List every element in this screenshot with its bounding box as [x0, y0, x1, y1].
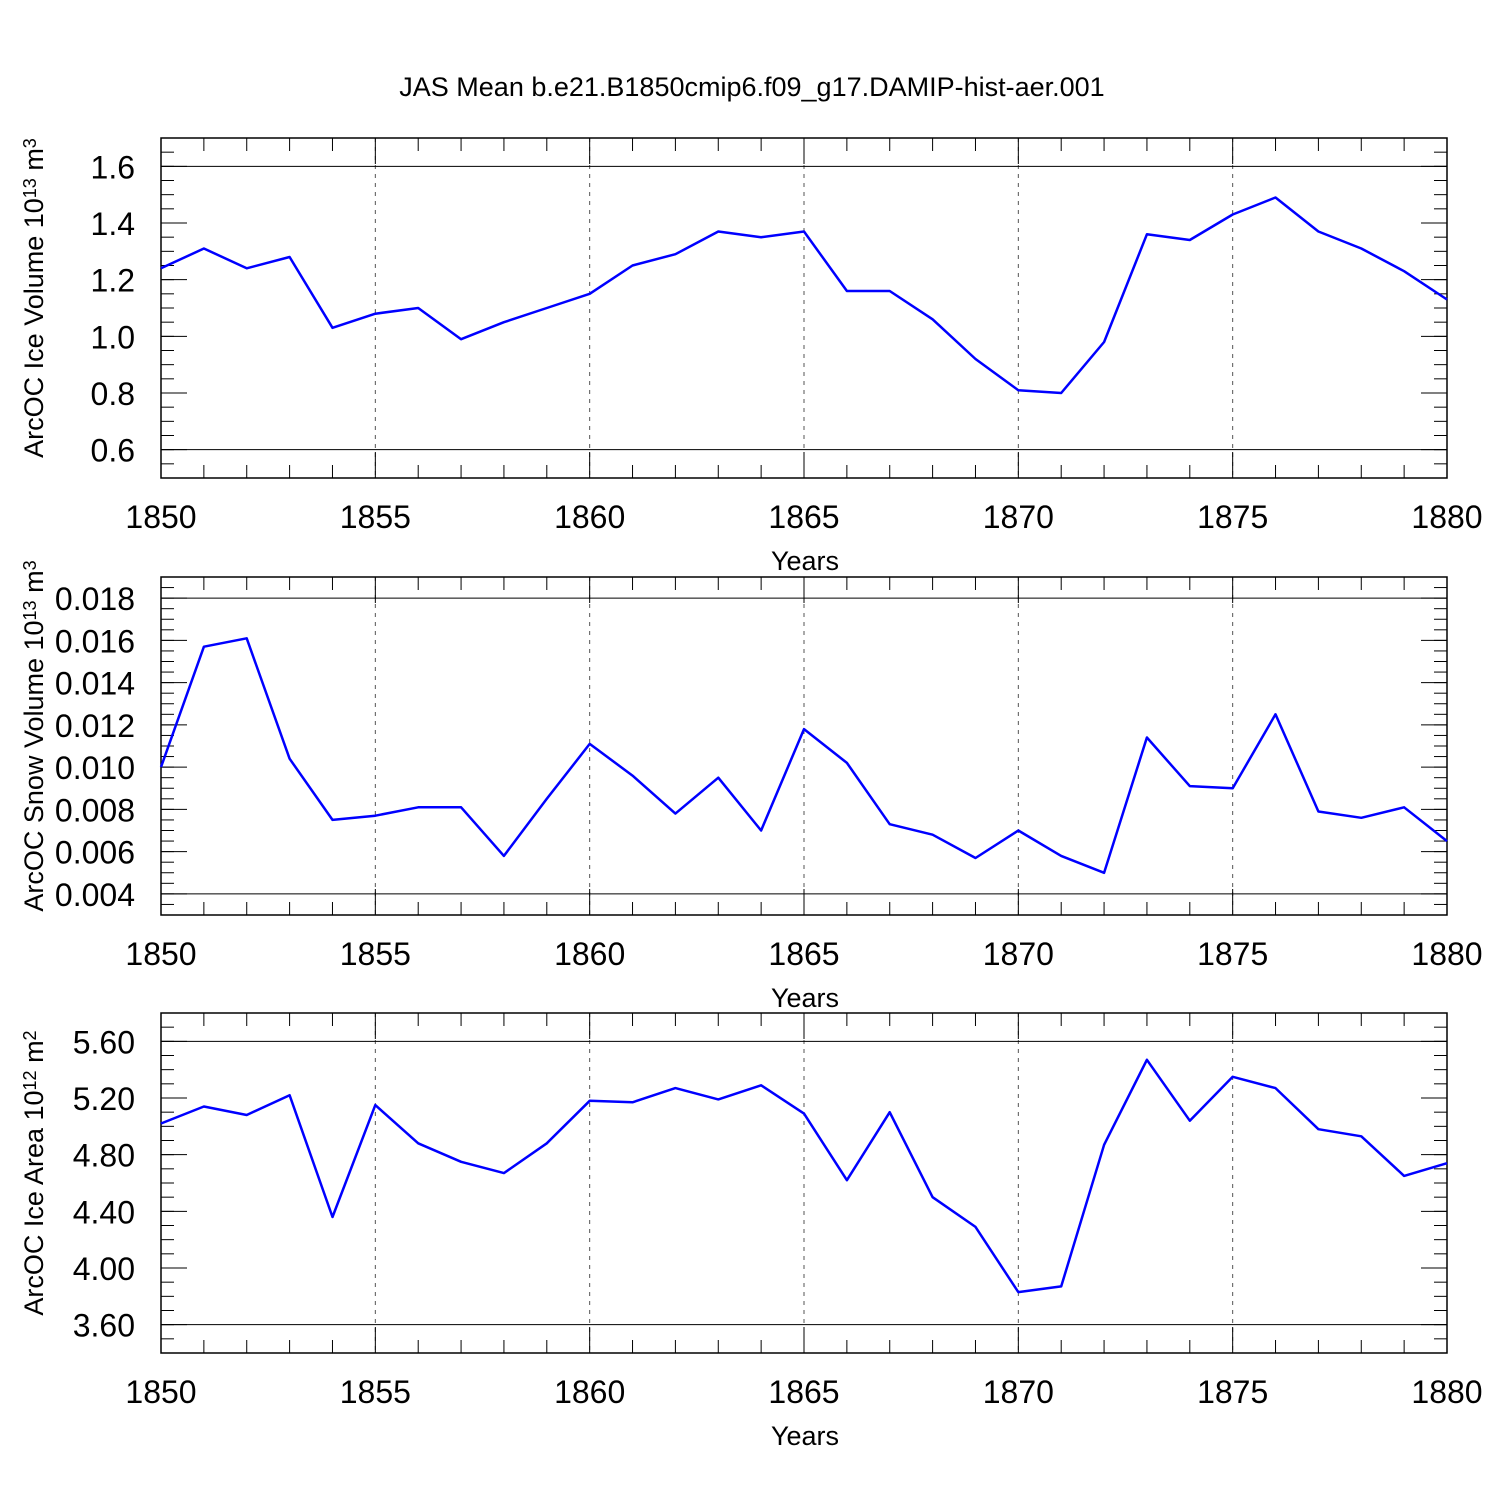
y-tick-label: 0.012 — [55, 708, 135, 744]
series-line-snow-volume — [159, 637, 1448, 875]
x-tick-label: 1870 — [983, 499, 1054, 535]
y-axis-label: ArcOC Ice Area 1012 m2 — [19, 1030, 49, 1315]
x-tick-label: 1850 — [125, 499, 196, 535]
x-tick-label: 1860 — [554, 1374, 625, 1410]
y-tick-label: 4.00 — [73, 1251, 135, 1287]
chart-title: JAS Mean b.e21.B1850cmip6.f09_g17.DAMIP-… — [399, 72, 1104, 102]
x-tick-label: 1875 — [1197, 499, 1268, 535]
series-line-ice-volume — [160, 196, 1448, 395]
x-tick-label: 1855 — [340, 1374, 411, 1410]
x-tick-label: 1850 — [125, 1374, 196, 1410]
y-tick-label: 0.010 — [55, 750, 135, 786]
y-axis-label: ArcOC Ice Volume 1013 m3 — [19, 138, 49, 458]
y-tick-label: 0.006 — [55, 835, 135, 871]
y-tick-label: 1.4 — [91, 206, 135, 242]
x-tick-label: 1875 — [1197, 936, 1268, 972]
x-axis-label: Years — [771, 983, 839, 1013]
y-tick-label: 0.016 — [55, 623, 135, 659]
x-tick-label: 1865 — [768, 1374, 839, 1410]
y-tick-label: 3.60 — [73, 1308, 135, 1344]
panel-ice-volume: 0.6 0.8 1.0 1.2 1.4 1.6 1850 1855 1860 1865 1870 18… — [19, 137, 1483, 576]
x-axis-label: Years — [771, 1421, 839, 1451]
y-tick-label: 0.014 — [55, 666, 135, 702]
panels: 0.6 0.8 1.0 1.2 1.4 1.6 1850 1855 1860 1865 1870 18… — [19, 137, 1483, 1451]
y-tick-label: 1.2 — [91, 263, 135, 299]
x-tick-label: 1875 — [1197, 1374, 1268, 1410]
y-tick-label: 5.20 — [73, 1081, 135, 1117]
y-tick-label: 0.004 — [55, 877, 135, 913]
x-tick-label: 1865 — [768, 936, 839, 972]
x-tick-label: 1860 — [554, 499, 625, 535]
x-tick-label: 1880 — [1411, 1374, 1482, 1410]
x-tick-label: 1870 — [983, 1374, 1054, 1410]
y-tick-label: 5.60 — [73, 1024, 135, 1060]
x-tick-label: 1865 — [768, 499, 839, 535]
x-tick-label: 1870 — [983, 936, 1054, 972]
panel-ice-area: 3.60 4.00 4.40 4.80 5.20 5.60 1850 1855 1860 1865… — [19, 1012, 1483, 1451]
x-tick-label: 1855 — [340, 499, 411, 535]
x-tick-label: 1880 — [1411, 936, 1482, 972]
y-tick-label: 4.80 — [73, 1138, 135, 1174]
y-tick-label: 0.008 — [55, 792, 135, 828]
y-tick-label: 0.8 — [91, 376, 135, 412]
y-tick-label: 0.6 — [91, 433, 135, 469]
y-tick-label: 0.018 — [55, 581, 135, 617]
series-line-ice-area — [160, 1058, 1448, 1294]
x-tick-label: 1850 — [125, 936, 196, 972]
y-tick-label: 1.6 — [91, 149, 135, 185]
x-tick-label: 1860 — [554, 936, 625, 972]
y-tick-label: 4.40 — [73, 1194, 135, 1230]
plot-frame — [160, 576, 1448, 916]
y-axis-label: ArcOC Snow Volume 1013 m3 — [19, 560, 49, 911]
y-tick-label: 1.0 — [91, 319, 135, 355]
x-axis-label: Years — [771, 546, 839, 576]
x-tick-label: 1855 — [340, 936, 411, 972]
x-tick-label: 1880 — [1411, 499, 1482, 535]
panel-snow-volume: 0.004 0.006 0.008 0.010 0.012 0.014 0.016 0.018… — [19, 560, 1483, 1013]
